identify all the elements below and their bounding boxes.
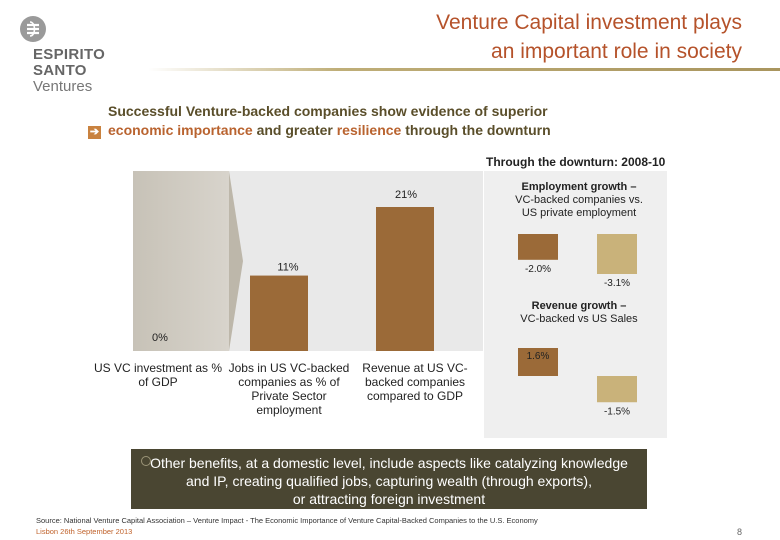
employment-title-sub-2: US private employment (521, 207, 637, 219)
employment-value-label-0: -2.0% (525, 264, 551, 275)
page-title: Venture Capital investment plays an impo… (272, 8, 742, 66)
page-title-line-2: an important role in society (491, 40, 742, 63)
panel-shade (133, 171, 229, 351)
headline-line-2: economic importance and greater resilien… (108, 121, 648, 140)
category-label-jobs: Jobs in US VC-backed companies as % of P… (228, 361, 350, 417)
employment-panel-title: Employment growth – VC-backed companies … (484, 181, 674, 220)
date-label: Lisbon 26th September 2013 (36, 527, 133, 536)
logo-emblem-icon (20, 16, 46, 42)
headline-highlight-resilience: resilience (336, 122, 402, 138)
brand-name: ESPIRITO SANTO Ventures (33, 47, 105, 95)
category-label-vc-investment: US VC investment as % of GDP (93, 361, 223, 389)
note-line-3: or attracting foreign investment (292, 491, 486, 507)
revenue-title-bold: Revenue growth – (531, 300, 627, 312)
revenue-title-sub: VC-backed vs US Sales (520, 313, 638, 325)
employment-bar-0 (518, 234, 558, 260)
bar-value-label-0: 0% (152, 332, 168, 344)
employment-value-label-1: -3.1% (604, 278, 630, 289)
arrow-right-icon: ➔ (88, 126, 101, 139)
period-label: Through the downturn: 2008-10 (486, 155, 666, 169)
headline: Successful Venture-backed companies show… (108, 102, 648, 140)
note-line-1: Other benefits, at a domestic level, inc… (150, 455, 628, 471)
headline-line-1: Successful Venture-backed companies show… (108, 103, 548, 119)
employment-title-sub-1: VC-backed companies vs. (515, 194, 643, 206)
page-number: 8 (737, 527, 743, 537)
bar-1 (250, 275, 308, 351)
revenue-value-label-1: -1.5% (604, 406, 630, 417)
revenue-bar-0 (518, 348, 558, 376)
note-line-2: and IP, creating qualified jobs, capturi… (186, 473, 592, 489)
bar-value-label-1: 11% (277, 262, 298, 274)
employment-title-bold: Employment growth – (521, 181, 637, 193)
revenue-bar-1 (597, 376, 637, 403)
headline-text-and: and greater (252, 122, 337, 138)
revenue-panel-title: Revenue growth – VC-backed vs US Sales (484, 300, 674, 326)
headline-text-downturn: through the downturn (401, 122, 551, 138)
title-divider (148, 68, 780, 71)
revenue-value-label-0: 1.6% (527, 351, 550, 362)
note-box: Other benefits, at a domestic level, inc… (131, 449, 647, 509)
brand-line-1: ESPIRITO (33, 46, 106, 63)
headline-highlight-importance: economic importance (108, 122, 253, 138)
bullet-icon (141, 456, 151, 466)
brand-line-3: Ventures (33, 78, 93, 95)
brand-line-2: SANTO (33, 62, 87, 79)
category-label-revenue: Revenue at US VC-backed companies compar… (362, 361, 468, 403)
bar-value-label-2: 21% (395, 189, 417, 201)
page-title-line-1: Venture Capital investment plays (436, 11, 742, 34)
bar-2 (376, 207, 434, 351)
source-note: Source: National Venture Capital Associa… (36, 516, 538, 525)
employment-bar-1 (597, 234, 637, 274)
espirito-santo-logo (18, 14, 138, 44)
connector-chevron (229, 171, 243, 351)
